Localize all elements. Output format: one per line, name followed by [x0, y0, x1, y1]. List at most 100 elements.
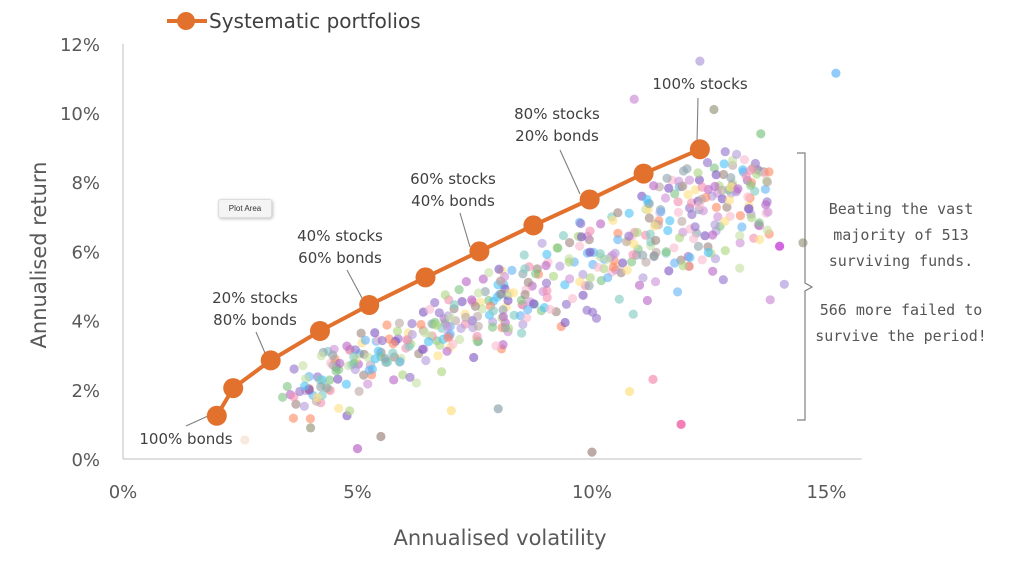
fund-point: [433, 351, 443, 361]
annotation-leader-line: [346, 269, 363, 299]
fund-point: [425, 304, 435, 314]
fund-point: [673, 287, 683, 297]
fund-point: [645, 229, 655, 239]
fund-point: [461, 277, 471, 287]
portfolio-annotation: 80% bonds: [213, 311, 297, 329]
fund-point: [719, 169, 729, 180]
systematic-portfolio-point: [469, 241, 490, 262]
fund-point: [722, 202, 732, 212]
fund-point: [394, 318, 404, 328]
fund-point: [434, 308, 444, 318]
fund-point: [743, 204, 754, 214]
portfolio-annotation: 80% stocks: [514, 105, 600, 123]
fund-point: [445, 313, 455, 323]
fund-point: [763, 207, 773, 217]
portfolio-annotation: 60% stocks: [410, 170, 496, 188]
fund-point: [717, 194, 727, 204]
fund-point: [578, 290, 588, 300]
fund-point: [627, 257, 637, 267]
fund-point: [735, 263, 745, 273]
fund-point: [520, 290, 530, 300]
fund-point: [561, 299, 572, 309]
fund-point: [488, 306, 498, 316]
legend: Systematic portfolios: [167, 9, 421, 33]
fund-point: [761, 200, 771, 210]
fund-point: [519, 250, 529, 260]
fund-point: [648, 374, 658, 384]
fund-point: [299, 401, 309, 411]
fund-point: [663, 225, 673, 236]
fund-point: [765, 295, 775, 305]
fund-point: [746, 213, 757, 223]
fund-point: [684, 175, 695, 185]
fund-point: [407, 329, 417, 340]
fund-point: [735, 238, 745, 248]
fund-point: [629, 94, 639, 104]
fund-point: [613, 208, 623, 218]
fund-point: [726, 182, 736, 192]
fund-point: [517, 328, 527, 338]
fund-point: [725, 195, 735, 205]
fund-point: [558, 231, 569, 241]
fund-point: [341, 379, 351, 389]
fund-point: [697, 182, 707, 192]
fund-point: [395, 357, 405, 367]
fund-point: [708, 266, 718, 276]
fund-point: [461, 312, 471, 322]
systematic-portfolio-point: [359, 295, 380, 315]
fund-point: [523, 277, 533, 287]
systematic-portfolios-line: [215, 147, 701, 417]
systematic-portfolios-series: [206, 139, 710, 426]
side-note-text: surviving funds.: [829, 252, 974, 270]
fund-point: [349, 352, 359, 362]
axes: [122, 43, 862, 460]
fund-point: [389, 375, 399, 385]
fund-point: [650, 221, 660, 231]
fund-point: [555, 261, 565, 271]
fund-point: [718, 275, 728, 285]
y-tick-label: 0%: [71, 450, 100, 471]
portfolio-annotation: 40% stocks: [297, 227, 383, 245]
fund-point: [661, 247, 671, 257]
fund-point: [305, 414, 315, 424]
fund-point: [713, 212, 723, 222]
fund-point: [735, 211, 746, 221]
fund-point: [542, 292, 552, 303]
fund-point: [356, 328, 366, 338]
y-tick-label: 8%: [71, 173, 100, 194]
systematic-portfolio-point: [415, 267, 436, 288]
fund-point: [316, 351, 326, 361]
fund-point: [694, 175, 705, 185]
fund-point: [301, 374, 311, 384]
fund-point: [553, 243, 563, 253]
fund-point: [737, 222, 747, 232]
fund-point: [454, 285, 464, 295]
fund-point: [703, 247, 713, 258]
fund-point: [649, 252, 659, 262]
annotation-leader-line: [459, 212, 471, 248]
fund-point: [576, 232, 587, 242]
fund-point: [457, 297, 467, 307]
fund-point: [498, 312, 508, 322]
fund-point: [568, 293, 578, 304]
fund-point: [442, 322, 452, 332]
fund-point: [278, 392, 288, 402]
fund-point: [541, 278, 552, 288]
fund-point: [405, 372, 415, 382]
x-tick-labels: 0% 5% 10% 15%: [109, 482, 847, 503]
fund-point: [548, 271, 559, 281]
fund-point: [382, 320, 392, 330]
fund-point: [585, 226, 595, 236]
annotation-leader-line: [559, 149, 581, 195]
fund-point: [473, 288, 483, 298]
fund-point: [576, 218, 586, 229]
fund-point: [642, 194, 652, 204]
fund-point: [504, 288, 515, 298]
fund-point: [522, 313, 532, 323]
side-note-text: 566 more failed to: [820, 301, 983, 319]
fund-point: [470, 301, 480, 311]
fund-point: [670, 258, 680, 268]
fund-point: [720, 147, 730, 157]
fund-point: [762, 225, 773, 235]
fund-point: [596, 219, 606, 229]
